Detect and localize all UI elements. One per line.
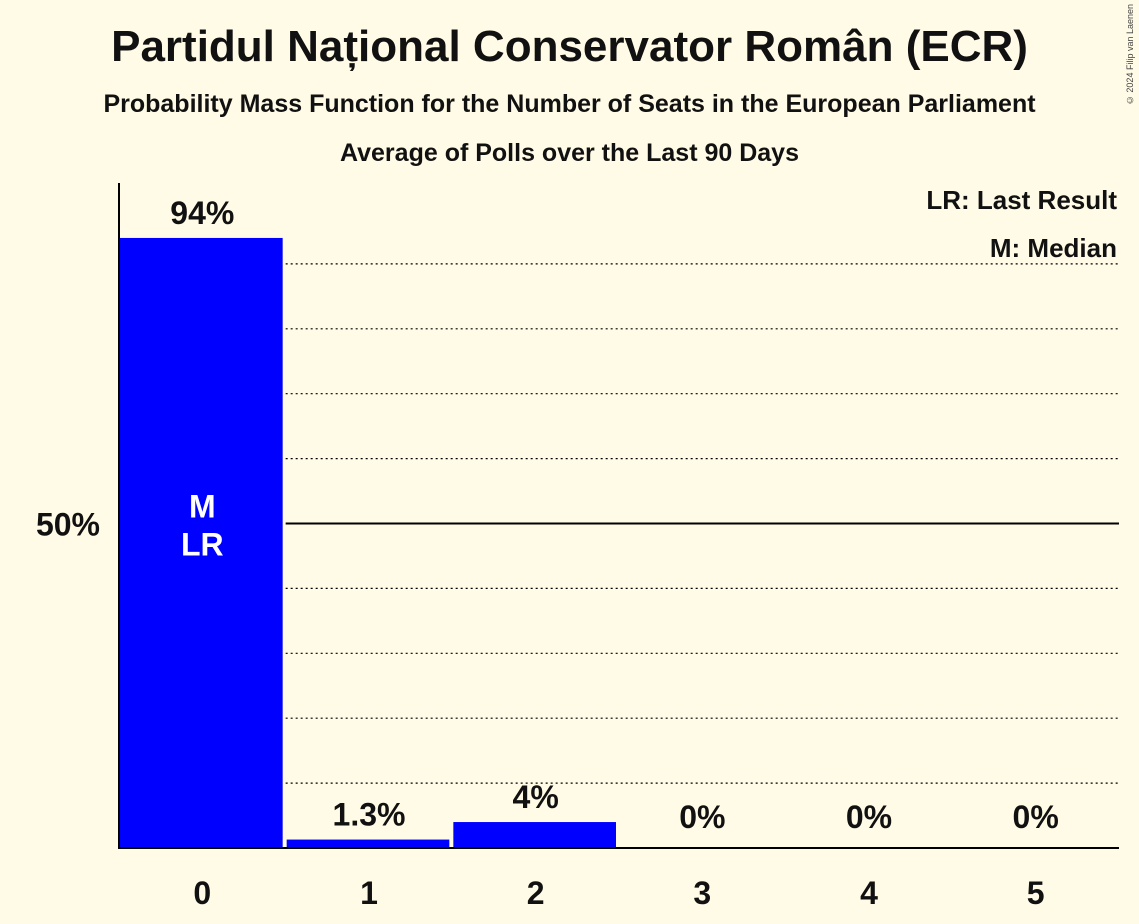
bar-value-label: 1.3%: [333, 797, 406, 833]
bar-value-label: 0%: [846, 799, 892, 835]
chart-subtitle: Probability Mass Function for the Number…: [103, 90, 1036, 118]
x-tick-label: 0: [193, 875, 211, 911]
chart-title: Partidul Național Conservator Român (ECR…: [111, 22, 1028, 71]
bar-2: [453, 822, 616, 848]
x-tick-label: 2: [527, 875, 545, 911]
chart-period: Average of Polls over the Last 90 Days: [340, 139, 799, 167]
bar-annotation-m: M: [189, 489, 216, 525]
x-tick-label: 3: [693, 875, 711, 911]
y-tick-label: 50%: [36, 507, 100, 543]
x-tick-label: 5: [1027, 875, 1045, 911]
bar-value-label: 0%: [1013, 799, 1059, 835]
x-tick-label: 1: [360, 875, 378, 911]
x-tick-label: 4: [860, 875, 878, 911]
bar-value-label: 0%: [679, 799, 725, 835]
legend-median: M: Median: [990, 233, 1117, 263]
bar-annotation-lr: LR: [181, 527, 224, 563]
bar-1: [286, 839, 450, 848]
legend-last-result: LR: Last Result: [926, 185, 1117, 215]
bar-value-label: 4%: [513, 779, 559, 815]
bar-0: [120, 237, 283, 848]
bar-value-label: 94%: [170, 195, 234, 231]
